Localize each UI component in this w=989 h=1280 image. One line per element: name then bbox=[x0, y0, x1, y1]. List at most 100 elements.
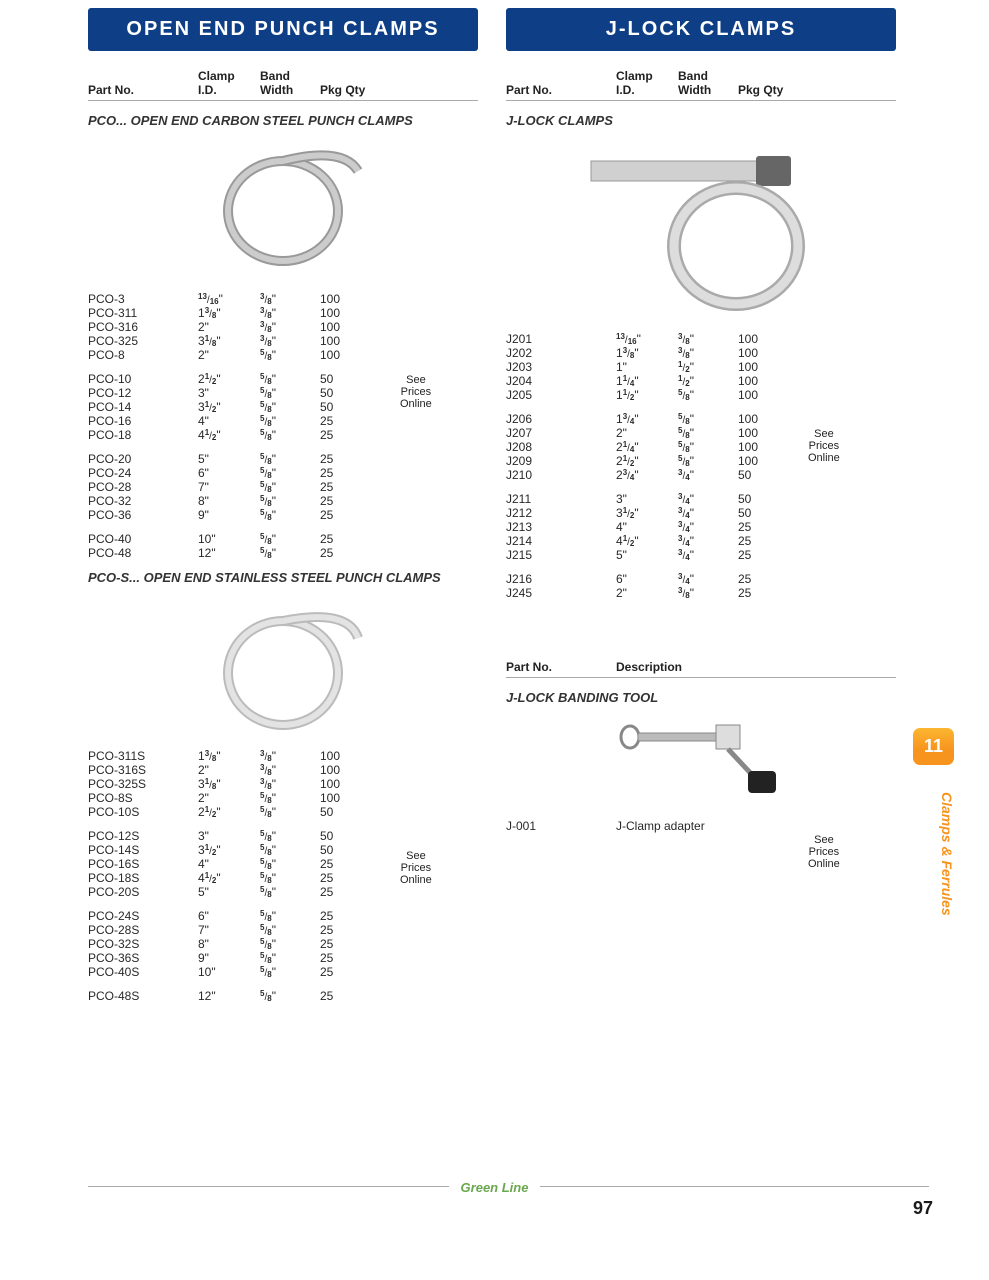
cell-part: PCO-28S bbox=[88, 923, 198, 937]
cell-clamp-id: 5" bbox=[198, 885, 260, 899]
cell-pkg-qty: 25 bbox=[320, 508, 380, 522]
cell-pkg-qty: 25 bbox=[320, 494, 380, 508]
cell-clamp-id: 12" bbox=[198, 989, 260, 1003]
cell-part: J202 bbox=[506, 346, 616, 360]
cell-band-width: 3/8" bbox=[678, 586, 738, 600]
cell-band-width: 3/8" bbox=[260, 334, 320, 348]
cell-pkg-qty: 50 bbox=[320, 829, 380, 843]
cell-clamp-id: 11/4" bbox=[616, 374, 678, 388]
cell-band-width: 5/8" bbox=[260, 452, 320, 466]
cell-clamp-id: 9" bbox=[198, 951, 260, 965]
cell-part: J215 bbox=[506, 548, 616, 562]
cell-part: PCO-36 bbox=[88, 508, 198, 522]
cell-part: PCO-10S bbox=[88, 805, 198, 819]
jlock-clamp-image bbox=[506, 136, 896, 326]
cell-pkg-qty: 25 bbox=[738, 586, 798, 600]
cell-part: PCO-18S bbox=[88, 871, 198, 885]
table-row: J2166"3/4"25 bbox=[506, 572, 896, 586]
table-row: J21023/4"3/4"50 bbox=[506, 468, 896, 482]
cell-band-width: 1/2" bbox=[678, 360, 738, 374]
cell-part: J203 bbox=[506, 360, 616, 374]
open-end-title: OPEN END PUNCH CLAMPS bbox=[88, 8, 478, 51]
cell-band-width: 3/4" bbox=[678, 520, 738, 534]
cell-pkg-qty: 100 bbox=[738, 388, 798, 402]
cell-pkg-qty: 25 bbox=[320, 885, 380, 899]
carbon-clamp-image bbox=[88, 136, 478, 286]
cell-part: J204 bbox=[506, 374, 616, 388]
cell-part: PCO-316 bbox=[88, 320, 198, 334]
table-row: PCO-316S2"3/8"100 bbox=[88, 763, 478, 777]
cell-pkg-qty: 50 bbox=[320, 386, 380, 400]
cell-band-width: 5/8" bbox=[678, 454, 738, 468]
cell-band-width: 3/8" bbox=[260, 749, 320, 763]
cell-clamp-id: 2" bbox=[198, 791, 260, 805]
hdr-clamp-id: ClampI.D. bbox=[616, 69, 678, 97]
cell-part: J209 bbox=[506, 454, 616, 468]
cell-part: PCO-20S bbox=[88, 885, 198, 899]
cell-band-width: 3/8" bbox=[678, 346, 738, 360]
cell-pkg-qty: 25 bbox=[320, 452, 380, 466]
cell-part: PCO-28 bbox=[88, 480, 198, 494]
cell-band-width: 5/8" bbox=[260, 546, 320, 560]
table-row: PCO-82"5/8"100 bbox=[88, 348, 478, 362]
cell-part: PCO-12 bbox=[88, 386, 198, 400]
cell-clamp-id: 9" bbox=[198, 508, 260, 522]
cell-band-width: 5/8" bbox=[678, 440, 738, 454]
cell-clamp-id: 6" bbox=[616, 572, 678, 586]
cell-pkg-qty: 100 bbox=[320, 749, 380, 763]
cell-pkg-qty: 100 bbox=[320, 320, 380, 334]
cell-clamp-id: 4" bbox=[198, 414, 260, 428]
cell-clamp-id: 3" bbox=[616, 492, 678, 506]
cell-clamp-id: 7" bbox=[198, 480, 260, 494]
table-row: J20213/8"3/8"100 bbox=[506, 346, 896, 360]
cell-band-width: 5/8" bbox=[260, 348, 320, 362]
cell-pkg-qty: 50 bbox=[738, 506, 798, 520]
cell-part: J213 bbox=[506, 520, 616, 534]
cell-clamp-id: 8" bbox=[198, 494, 260, 508]
cell-band-width: 3/4" bbox=[678, 548, 738, 562]
cell-band-width: 3/4" bbox=[678, 534, 738, 548]
cell-part: PCO-8S bbox=[88, 791, 198, 805]
cell-clamp-id: 3" bbox=[198, 829, 260, 843]
cell-pkg-qty: 100 bbox=[738, 454, 798, 468]
cell-pkg-qty: 100 bbox=[738, 412, 798, 426]
cell-part: PCO-48 bbox=[88, 546, 198, 560]
cell-clamp-id: 2" bbox=[198, 348, 260, 362]
tool-part: J-001 bbox=[506, 819, 616, 833]
cell-pkg-qty: 100 bbox=[738, 346, 798, 360]
hdr-pkg-qty: Pkg Qty bbox=[320, 69, 380, 97]
cell-part: PCO-316S bbox=[88, 763, 198, 777]
cell-part: PCO-24S bbox=[88, 909, 198, 923]
table-row: PCO-48S12"5/8"25 bbox=[88, 989, 478, 1003]
cell-pkg-qty: 100 bbox=[738, 360, 798, 374]
table-row: PCO-287"5/8"25 bbox=[88, 480, 478, 494]
cell-clamp-id: 13/8" bbox=[198, 306, 260, 320]
cell-pkg-qty: 25 bbox=[320, 923, 380, 937]
cell-pkg-qty: 50 bbox=[320, 805, 380, 819]
cell-band-width: 5/8" bbox=[260, 480, 320, 494]
cell-clamp-id: 31/8" bbox=[198, 334, 260, 348]
cell-clamp-id: 21/2" bbox=[616, 454, 678, 468]
cell-pkg-qty: 100 bbox=[320, 292, 380, 306]
cell-clamp-id: 21/4" bbox=[616, 440, 678, 454]
cell-pkg-qty: 25 bbox=[320, 857, 380, 871]
cell-pkg-qty: 25 bbox=[320, 951, 380, 965]
cell-pkg-qty: 25 bbox=[320, 546, 380, 560]
table-row: PCO-311S13/8"3/8"100 bbox=[88, 749, 478, 763]
table-row: PCO-328"5/8"25 bbox=[88, 494, 478, 508]
cell-part: J210 bbox=[506, 468, 616, 482]
cell-pkg-qty: 50 bbox=[738, 468, 798, 482]
cell-pkg-qty: 100 bbox=[320, 777, 380, 791]
cell-part: PCO-3 bbox=[88, 292, 198, 306]
cell-band-width: 3/8" bbox=[260, 292, 320, 306]
cell-band-width: 5/8" bbox=[260, 937, 320, 951]
cell-clamp-id: 5" bbox=[198, 452, 260, 466]
jlock-tool-image bbox=[506, 713, 896, 813]
cell-clamp-id: 3" bbox=[198, 386, 260, 400]
table-row: PCO-325S31/8"3/8"100 bbox=[88, 777, 478, 791]
cell-band-width: 5/8" bbox=[260, 829, 320, 843]
cell-clamp-id: 6" bbox=[198, 909, 260, 923]
table-row: PCO-1841/2"5/8"25 bbox=[88, 428, 478, 442]
table-row: J2031"1/2"100 bbox=[506, 360, 896, 374]
cell-band-width: 5/8" bbox=[260, 532, 320, 546]
